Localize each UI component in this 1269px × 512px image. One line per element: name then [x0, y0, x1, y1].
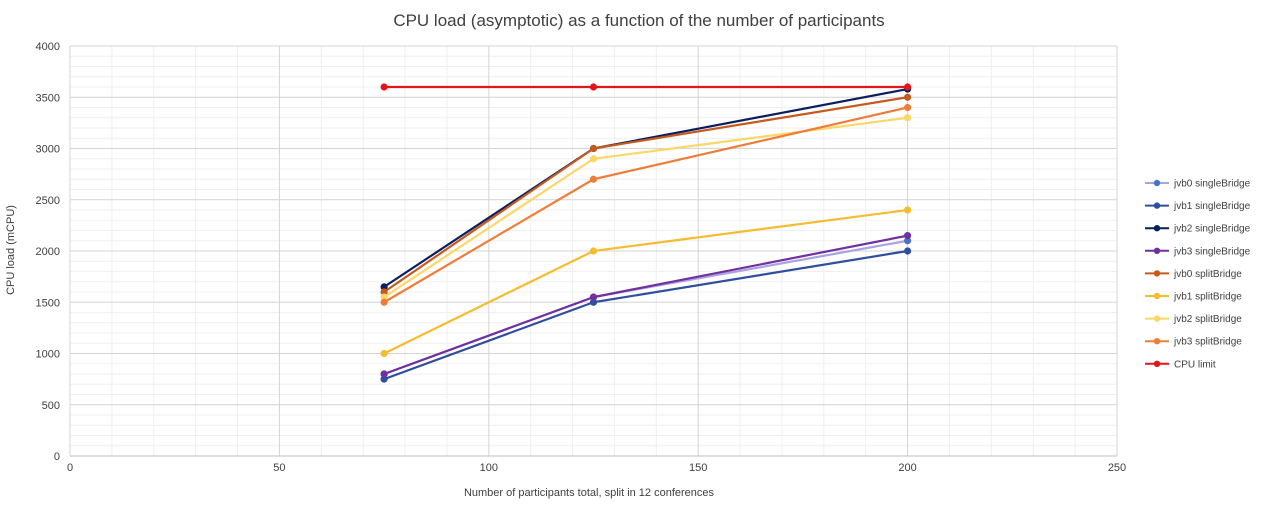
legend-label: jvb0 splitBridge	[1173, 269, 1242, 280]
legend: jvb0 singleBridge jvb1 singleBridge jvb2 s…	[1145, 179, 1251, 370]
data-point-jvb1-singlebridge	[904, 247, 912, 255]
data-point-jvb3-splitbridge	[380, 298, 388, 306]
legend-item-jvb1-singlebridge: jvb1 singleBridge	[1145, 201, 1251, 212]
y-tick-label: 3500	[36, 92, 60, 104]
x-axis-ticks: 0 50 100 150 200 250	[67, 462, 1126, 474]
data-point-jvb1-singlebridge	[380, 375, 388, 383]
data-point-jvb3-singlebridge	[904, 232, 912, 240]
data-point-jvb1-splitbridge	[380, 349, 388, 358]
data-point-jvb1-splitbridge	[589, 247, 598, 255]
series-jvb2-splitbridge	[380, 114, 912, 301]
legend-item-jvb2-splitbridge: jvb2 splitBridge	[1145, 314, 1242, 325]
series-layer	[380, 83, 912, 383]
data-point-jvb0-splitbridge	[380, 288, 388, 296]
data-point-jvb2-splitbridge	[904, 114, 912, 122]
series-line-jvb3-splitbridge	[383, 106, 908, 304]
data-point-jvb3-singlebridge	[380, 370, 388, 378]
series-jvb1-singlebridge	[380, 247, 912, 383]
legend-label: jvb0 singleBridge	[1173, 179, 1251, 190]
data-point-jvb2-splitbridge	[589, 155, 598, 163]
y-tick-label: 1000	[36, 349, 60, 361]
x-axis-label: Number of participants total, split in 1…	[464, 487, 715, 499]
y-tick-label: 0	[54, 451, 60, 463]
x-tick-label: 50	[273, 462, 285, 474]
legend-label: jvb3 splitBridge	[1173, 337, 1242, 348]
data-point-jvb3-singlebridge	[589, 293, 598, 301]
data-point-jvb2-singlebridge	[380, 283, 388, 291]
chart-title: CPU load (asymptotic) as a function of t…	[393, 11, 884, 30]
legend-label: CPU limit	[1174, 359, 1216, 370]
x-tick-label: 250	[1108, 462, 1126, 474]
series-line-jvb2-splitbridge	[383, 116, 908, 299]
legend-item-jvb0-singlebridge: jvb0 singleBridge	[1145, 179, 1251, 190]
x-tick-label: 200	[898, 462, 916, 474]
series-jvb2-singlebridge	[380, 85, 912, 291]
y-axis-label: CPU load (mCPU)	[5, 205, 17, 295]
legend-label: jvb2 splitBridge	[1173, 314, 1242, 325]
legend-item-jvb3-splitbridge: jvb3 splitBridge	[1145, 337, 1242, 348]
legend-label: jvb3 singleBridge	[1173, 246, 1251, 257]
legend-item-jvb1-splitbridge: jvb1 splitBridge	[1145, 292, 1242, 303]
y-tick-label: 1500	[36, 297, 60, 309]
data-point-jvb0-splitbridge	[904, 93, 912, 101]
x-tick-label: 0	[67, 462, 73, 474]
y-tick-label: 2500	[36, 195, 60, 207]
legend-swatch-marker	[1153, 315, 1161, 322]
legend-swatch-marker	[1153, 360, 1161, 367]
legend-swatch-marker	[1153, 225, 1161, 232]
data-point-jvb2-splitbridge	[380, 293, 388, 301]
legend-swatch-marker	[1153, 179, 1161, 187]
legend-item-jvb0-splitbridge: jvb0 splitBridge	[1145, 269, 1242, 280]
series-jvb3-splitbridge	[380, 103, 912, 306]
x-tick-label: 100	[480, 462, 498, 474]
y-tick-label: 3000	[36, 144, 60, 156]
data-point-cpu-limit	[589, 83, 598, 91]
data-point-jvb3-splitbridge	[904, 103, 912, 112]
legend-item-jvb3-singlebridge: jvb3 singleBridge	[1145, 246, 1251, 257]
data-point-jvb1-splitbridge	[904, 206, 912, 214]
data-point-jvb0-singlebridge	[904, 237, 912, 245]
series-jvb1-splitbridge	[380, 206, 912, 358]
y-tick-label: 500	[42, 400, 60, 412]
y-axis-ticks: 0 500 1000 1500 2000 2500 3000 3500 4000	[36, 41, 60, 463]
data-point-jvb0-splitbridge	[589, 144, 598, 153]
legend-label: jvb1 singleBridge	[1173, 201, 1251, 212]
y-tick-label: 4000	[36, 41, 60, 53]
legend-label: jvb2 singleBridge	[1173, 224, 1251, 235]
x-tick-label: 150	[689, 462, 707, 474]
y-tick-label: 2000	[36, 246, 60, 258]
legend-item-cpu-limit: CPU limit	[1145, 359, 1216, 370]
legend-swatch-marker	[1153, 270, 1161, 277]
series-cpu-limit	[380, 83, 912, 91]
data-point-jvb1-singlebridge	[589, 298, 598, 306]
data-point-cpu-limit	[904, 83, 912, 91]
series-line-jvb0-singlebridge	[383, 239, 908, 376]
legend-label: jvb1 splitBridge	[1173, 292, 1242, 303]
data-point-jvb3-splitbridge	[589, 175, 598, 183]
series-jvb0-splitbridge	[380, 93, 912, 296]
legend-swatch-marker	[1153, 292, 1161, 300]
legend-swatch-marker	[1153, 338, 1161, 345]
legend-swatch-marker	[1153, 247, 1161, 254]
legend-item-jvb2-singlebridge: jvb2 singleBridge	[1145, 224, 1251, 235]
series-jvb3-singlebridge	[380, 232, 912, 378]
data-point-cpu-limit	[380, 83, 388, 91]
legend-swatch-marker	[1153, 202, 1161, 209]
